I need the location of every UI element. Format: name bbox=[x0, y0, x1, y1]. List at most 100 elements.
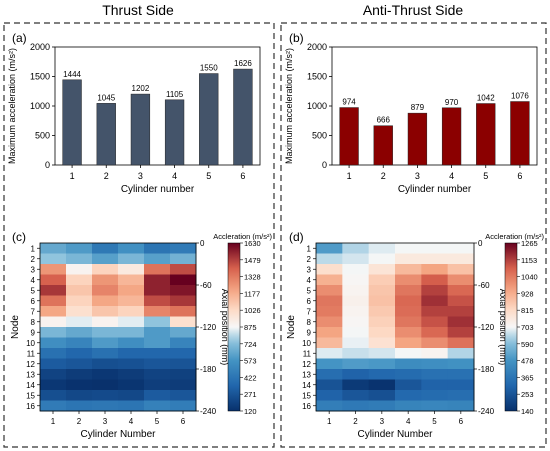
heatmap-cell bbox=[118, 285, 145, 296]
x-tick-label: 4 bbox=[172, 171, 177, 181]
x-axis-label: Cylinder Number bbox=[80, 429, 156, 440]
heatmap-cell bbox=[170, 337, 197, 349]
heatmap-cell bbox=[40, 243, 67, 254]
x-tick-label: 1 bbox=[327, 417, 332, 426]
heatmap-cell bbox=[170, 358, 197, 370]
heatmap-cell bbox=[316, 358, 343, 370]
thrust-side-frame bbox=[3, 22, 275, 448]
heatmap-cell bbox=[66, 253, 93, 265]
y-tick-label: 15 bbox=[302, 391, 311, 400]
bar-value-label: 666 bbox=[377, 116, 391, 125]
bar-value-label: 1076 bbox=[511, 92, 529, 101]
heatmap-cell bbox=[342, 379, 370, 391]
heatmap-cell bbox=[447, 243, 475, 254]
x-tick-label: 3 bbox=[138, 171, 143, 181]
heatmap-cell bbox=[118, 337, 145, 349]
plot-area bbox=[331, 46, 538, 166]
heatmap-cell bbox=[144, 253, 171, 265]
heatmap-cell bbox=[92, 316, 119, 328]
heatmap-cell bbox=[144, 295, 171, 307]
heatmap-cell bbox=[40, 295, 67, 307]
y-tick-label: 7 bbox=[31, 307, 36, 316]
colorbar bbox=[504, 242, 518, 412]
heatmap-cell bbox=[170, 327, 197, 338]
heatmap-cell bbox=[342, 327, 370, 338]
x-tick-label: 4 bbox=[449, 171, 454, 181]
y2-tick-label: -60 bbox=[200, 281, 212, 290]
heatmap-cell bbox=[66, 337, 93, 349]
heatmap-cell bbox=[40, 348, 67, 359]
y-tick-label: 2 bbox=[31, 255, 36, 264]
heatmap-cell bbox=[170, 264, 197, 275]
heatmap-cell bbox=[421, 316, 449, 328]
heatmap-cell bbox=[342, 316, 370, 328]
heatmap-cell bbox=[144, 400, 171, 412]
heatmap-cell bbox=[368, 253, 396, 265]
x-tick-label: 6 bbox=[459, 417, 464, 426]
colorbar-tick-label: 422 bbox=[244, 373, 257, 382]
heatmap-cell bbox=[368, 390, 396, 401]
colorbar-tick-label: 140 bbox=[521, 407, 534, 416]
heatmap-cell bbox=[66, 264, 93, 275]
y-tick-label: 3 bbox=[307, 265, 312, 274]
heatmap-cell bbox=[118, 243, 145, 254]
y-tick-label: 6 bbox=[31, 297, 36, 306]
colorbar-tick-label: 478 bbox=[521, 357, 534, 366]
heatmap-cell bbox=[144, 243, 171, 254]
colorbar-title: Accleration (m/s²) bbox=[213, 232, 272, 241]
colorbar-tick-label: 1153 bbox=[521, 256, 537, 265]
y-tick-label: 14 bbox=[26, 381, 35, 390]
heatmap-cell bbox=[316, 316, 343, 328]
heatmap-cell bbox=[170, 400, 197, 412]
heatmap-cell bbox=[395, 295, 422, 307]
y-tick-label: 500 bbox=[312, 131, 327, 141]
heatmap-cell bbox=[92, 369, 119, 380]
x-tick-label: 3 bbox=[415, 171, 420, 181]
heatmap-cell bbox=[368, 400, 396, 412]
heatmap-cell bbox=[368, 285, 396, 296]
heatmap-cell bbox=[170, 274, 197, 286]
heatmap-cell bbox=[170, 295, 197, 307]
heatmap-cell bbox=[118, 348, 145, 359]
panel-label: (b) bbox=[289, 31, 304, 45]
bar bbox=[233, 68, 253, 166]
heatmap-cell bbox=[144, 274, 171, 286]
y-tick-label: 10 bbox=[26, 339, 35, 348]
x-tick-label: 3 bbox=[380, 417, 385, 426]
heatmap-cell bbox=[92, 274, 119, 286]
heatmap-cell bbox=[66, 274, 93, 286]
y-axis-label: Node bbox=[10, 315, 21, 339]
heatmap-cell bbox=[316, 327, 343, 338]
heatmap-cell bbox=[316, 243, 343, 254]
heatmap-cell bbox=[421, 390, 449, 401]
colorbar-tick-label: 815 bbox=[521, 306, 534, 315]
heatmap-cell bbox=[342, 337, 370, 349]
y2-tick-label: 0 bbox=[200, 239, 205, 248]
heatmap-cell bbox=[368, 316, 396, 328]
panel-label: (c) bbox=[12, 230, 26, 244]
heatmap-cell bbox=[395, 327, 422, 338]
header-anti-thrust-side: Anti-Thrust Side bbox=[363, 2, 464, 18]
heatmap-cell bbox=[316, 274, 343, 286]
heatmap-cell bbox=[316, 348, 343, 359]
heatmap-cell bbox=[447, 306, 475, 317]
heatmap-cell bbox=[66, 285, 93, 296]
heatmap-cell bbox=[342, 348, 370, 359]
y-tick-label: 4 bbox=[307, 276, 312, 285]
heatmap-cell bbox=[66, 327, 93, 338]
heatmap-cell bbox=[92, 337, 119, 349]
x-tick-label: 1 bbox=[347, 171, 352, 181]
heatmap-cell bbox=[447, 295, 475, 307]
heatmap-cell bbox=[66, 369, 93, 380]
heatmap-cell bbox=[342, 306, 370, 317]
y2-tick-label: -120 bbox=[200, 323, 217, 332]
x-tick-label: 1 bbox=[70, 171, 75, 181]
y-tick-label: 0 bbox=[45, 160, 50, 170]
bar bbox=[373, 125, 393, 166]
heatmap-cell bbox=[92, 348, 119, 359]
y2-tick-label: -180 bbox=[200, 365, 217, 374]
y-tick-label: 13 bbox=[302, 370, 311, 379]
heatmap-cell bbox=[421, 274, 449, 286]
y-tick-label: 1500 bbox=[307, 72, 327, 82]
